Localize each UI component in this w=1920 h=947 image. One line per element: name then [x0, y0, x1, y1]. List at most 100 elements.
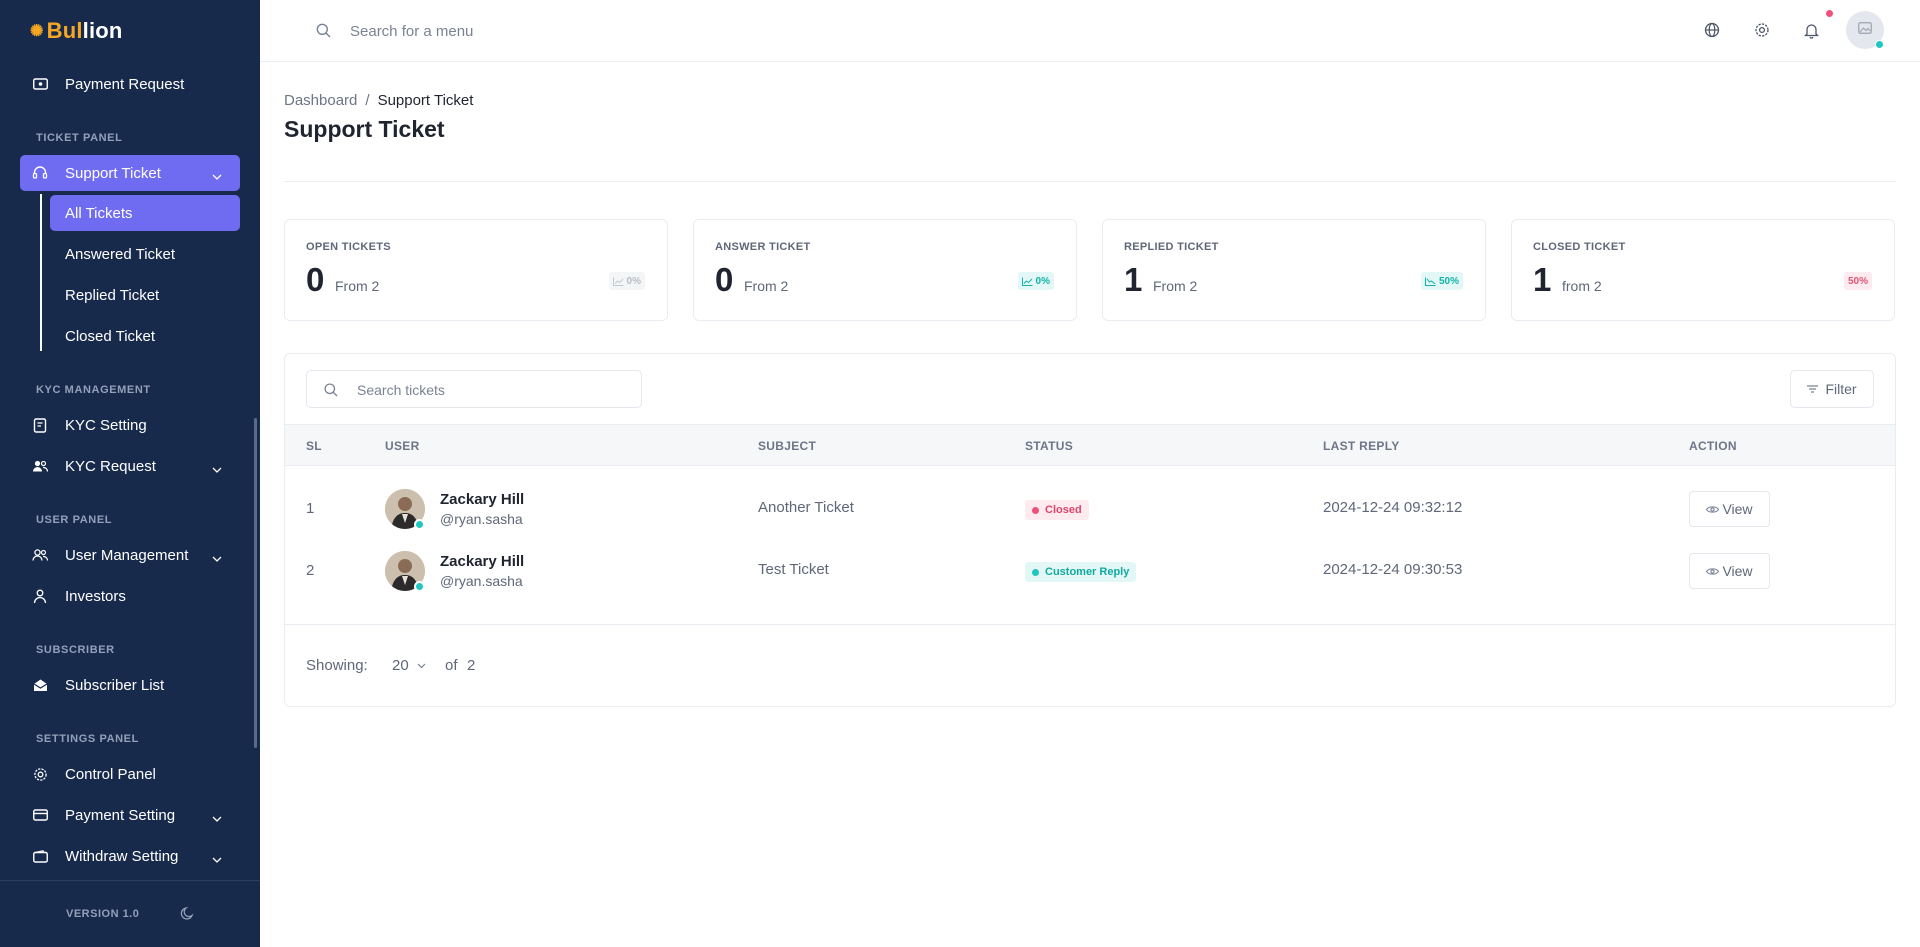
globe-icon[interactable] [1704, 22, 1720, 43]
divider [285, 624, 1895, 625]
tickets-panel: Filter SL USER SUBJECT STATUS LAST REPLY… [284, 353, 1896, 707]
stat-value: 1 [1533, 261, 1552, 298]
filter-label: Filter [1825, 381, 1857, 397]
stat-card-closed-ticket: CLOSED TICKET 1 from 2 50% [1511, 219, 1895, 321]
brand-logo[interactable]: ✺ Bul lion [30, 17, 123, 45]
user-handle: @ryan.sasha [440, 511, 523, 527]
status-dot [1032, 568, 1039, 576]
sidebar-item-kyc-request[interactable]: KYC Request [20, 448, 240, 484]
sidebar-footer: VERSION 1.0 [0, 880, 260, 947]
sidebar-subitem-closed-ticket[interactable]: Closed Ticket [50, 318, 240, 354]
stat-badge: 0% [1017, 272, 1054, 290]
last-reply-time: 2024-12-24 09:30:53 [1323, 561, 1463, 578]
section-label-user-panel: USER PANEL [36, 514, 113, 526]
breadcrumb: Dashboard / Support Ticket [284, 92, 473, 109]
status-badge: Customer Reply [1025, 562, 1137, 582]
version-label: VERSION 1.0 [66, 908, 140, 920]
user-avatar[interactable] [385, 551, 425, 591]
stat-badge: 50% [1420, 272, 1463, 290]
per-page-select[interactable]: 20 [392, 657, 426, 674]
last-reply-time: 2024-12-24 09:32:12 [1323, 499, 1463, 516]
menu-search-input[interactable] [350, 18, 750, 44]
status-badge: Closed [1025, 500, 1089, 520]
chevron-down-icon [212, 850, 222, 867]
sidebar-item-subscriber-list[interactable]: Subscriber List [20, 667, 240, 703]
trend-chart-icon [1021, 277, 1033, 286]
online-status-dot [1875, 40, 1884, 49]
user-name[interactable]: Zackary Hill [440, 553, 525, 570]
ticket-subject: Test Ticket [758, 561, 829, 578]
ticket-subject: Another Ticket [758, 499, 854, 516]
sidebar-item-label: Payment Request [65, 75, 185, 93]
filter-icon [1807, 385, 1819, 393]
settings-gear-icon[interactable] [1754, 22, 1770, 43]
table-row: 1 Zackary Hill @ryan.sasha Another Ticke… [285, 477, 1895, 539]
view-label: View [1722, 563, 1753, 579]
stat-badge-value: 50% [1847, 275, 1868, 287]
user-name[interactable]: Zackary Hill [440, 491, 525, 508]
trend-chart-icon [612, 277, 624, 286]
stat-subtext: From 2 [335, 278, 380, 294]
divider [284, 181, 1896, 182]
status-label: Customer Reply [1045, 566, 1130, 578]
sidebar-scrollbar[interactable] [254, 418, 257, 748]
bell-icon[interactable] [1803, 22, 1820, 44]
users-icon [32, 458, 48, 474]
breadcrumb-current: Support Ticket [377, 92, 474, 109]
chevron-down-icon [417, 663, 426, 668]
row-sl: 1 [306, 500, 315, 517]
chevron-down-icon [212, 809, 222, 826]
sidebar-subitem-label: Replied Ticket [65, 286, 160, 304]
sidebar-subitem-answered-ticket[interactable]: Answered Ticket [50, 236, 240, 272]
user-group-icon [32, 547, 48, 563]
sidebar-item-payment-setting[interactable]: Payment Setting [20, 797, 240, 833]
sidebar-item-label: Withdraw Setting [65, 847, 179, 865]
search-icon [324, 383, 338, 402]
sidebar-item-payment-request[interactable]: Payment Request [20, 66, 240, 102]
stat-badge: 50% [1843, 272, 1872, 290]
status-dot [1032, 506, 1039, 514]
top-header [260, 0, 1920, 62]
sidebar-item-support-ticket[interactable]: Support Ticket [20, 155, 240, 191]
sidebar-item-investors[interactable]: Investors [20, 578, 240, 614]
chevron-down-icon [212, 549, 222, 566]
showing-label: Showing: [306, 657, 368, 674]
logo-text-white: lion [82, 18, 123, 43]
sidebar-subitem-all-tickets[interactable]: All Tickets [50, 195, 240, 231]
sidebar-subitem-label: Closed Ticket [65, 327, 156, 345]
breadcrumb-dashboard[interactable]: Dashboard [284, 92, 358, 109]
sidebar-item-withdraw-setting[interactable]: Withdraw Setting [20, 838, 240, 874]
view-button[interactable]: View [1689, 553, 1770, 589]
trend-chart-icon [1424, 277, 1436, 286]
document-icon [32, 417, 48, 433]
page-title: Support Ticket [284, 116, 445, 142]
section-label-subscriber: SUBSCRIBER [36, 644, 115, 656]
sidebar-item-label: Support Ticket [65, 164, 161, 182]
sidebar-item-control-panel[interactable]: Control Panel [20, 756, 240, 792]
stat-card-answer-ticket: ANSWER TICKET 0 From 2 0% [693, 219, 1077, 321]
stat-value: 1 [1124, 261, 1143, 298]
payment-icon [32, 76, 48, 92]
view-label: View [1722, 501, 1753, 517]
sidebar-subitem-label: Answered Ticket [65, 245, 176, 263]
sun-icon: ✺ [30, 23, 44, 40]
sidebar-subitem-label: All Tickets [65, 204, 133, 222]
user-online-dot [414, 581, 425, 592]
sidebar-subitem-replied-ticket[interactable]: Replied Ticket [50, 277, 240, 313]
moon-icon[interactable] [180, 906, 195, 926]
ticket-search-input[interactable] [357, 379, 627, 401]
sidebar-item-label: KYC Setting [65, 416, 147, 434]
stat-subtext: from 2 [1562, 278, 1602, 294]
sidebar-item-kyc-setting[interactable]: KYC Setting [20, 407, 240, 443]
stat-subtext: From 2 [744, 278, 789, 294]
ticket-search-box[interactable] [306, 370, 642, 408]
sidebar-item-user-management[interactable]: User Management [20, 537, 240, 573]
row-sl: 2 [306, 562, 315, 579]
filter-button[interactable]: Filter [1790, 370, 1874, 408]
view-button[interactable]: View [1689, 491, 1770, 527]
sidebar-item-label: Payment Setting [65, 806, 176, 824]
section-label-ticket-panel: TICKET PANEL [36, 132, 123, 144]
section-label-kyc-management: KYC MANAGEMENT [36, 384, 151, 396]
of-label: of [445, 657, 458, 674]
stat-badge-value: 50% [1438, 275, 1459, 287]
